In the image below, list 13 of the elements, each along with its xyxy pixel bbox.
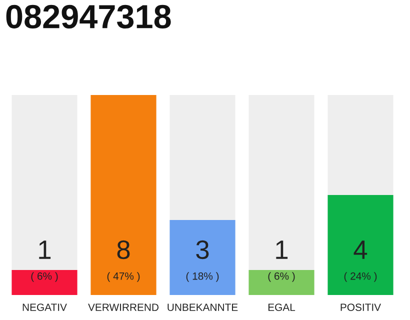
data-label: 8 ( 47% ) — [107, 240, 140, 282]
data-label: 4 ( 24% ) — [344, 240, 377, 282]
data-label: 3 ( 18% ) — [186, 240, 219, 282]
x-tick-label: UNBEKANNTE — [168, 304, 238, 311]
x-tick-label: VERWIRREND — [88, 304, 158, 311]
x-tick-label: NEGATIV — [22, 304, 67, 311]
x-tick-label: POSITIV — [340, 304, 382, 311]
x-tick-label: EGAL — [268, 304, 296, 311]
bar — [248, 270, 314, 295]
data-label: 1 ( 6% ) — [31, 240, 58, 282]
chart-title: 082947318 — [6, 4, 171, 29]
bar — [12, 270, 78, 295]
data-label: 1 ( 6% ) — [268, 240, 295, 282]
